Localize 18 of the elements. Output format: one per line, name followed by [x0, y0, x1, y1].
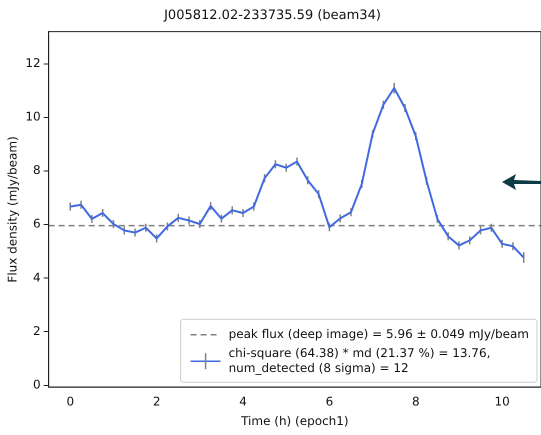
y-tick-label: 4	[33, 270, 41, 284]
x-tick-label: 8	[412, 394, 420, 409]
y-tick-label: 2	[33, 324, 41, 338]
x-axis-title: Time (h) (epoch1)	[240, 414, 349, 428]
x-tick-label: 2	[152, 394, 160, 409]
chart-title: J005812.02-233735.59 (beam34)	[163, 8, 381, 24]
x-tick-label: 10	[494, 394, 510, 409]
x-tick-label: 4	[239, 394, 247, 409]
y-tick-label: 8	[33, 163, 41, 178]
y-axis-title: Flux density (mJy/beam)	[5, 136, 20, 283]
y-tick-label: 10	[25, 109, 41, 124]
x-tick-label: 6	[326, 394, 334, 409]
y-tick-label: 0	[33, 377, 41, 392]
y-tick-label: 12	[25, 56, 41, 70]
y-tick-label: 6	[33, 216, 41, 231]
x-tick-label: 0	[66, 394, 74, 409]
legend-label: peak flux (deep image) = 5.96 ± 0.049 mJy/beam	[228, 326, 529, 341]
legend-label: chi-square (64.38) * md (21.37 %) = 13.76, num_detected (8 sigma) = 12	[228, 346, 490, 375]
